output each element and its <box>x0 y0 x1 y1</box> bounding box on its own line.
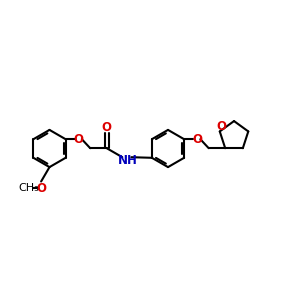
Text: O: O <box>36 182 46 195</box>
Text: CH₃: CH₃ <box>18 183 39 193</box>
Text: O: O <box>74 133 83 146</box>
Text: O: O <box>216 120 226 133</box>
Text: O: O <box>102 121 112 134</box>
Text: NH: NH <box>118 154 138 167</box>
Text: O: O <box>192 133 202 146</box>
